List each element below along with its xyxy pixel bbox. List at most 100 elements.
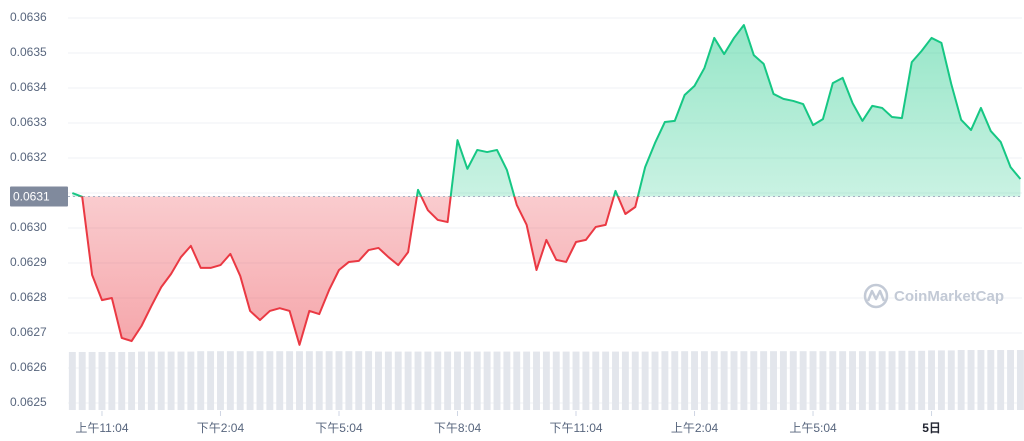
volume-bar <box>88 351 96 410</box>
volume-bar <box>276 351 284 410</box>
volume-bar <box>118 351 126 410</box>
volume-bar <box>355 351 363 410</box>
volume-bar <box>661 351 669 410</box>
volume-bar <box>720 351 728 410</box>
area-down <box>72 196 1021 345</box>
volume-bar <box>394 351 402 410</box>
volume-bar <box>325 351 333 410</box>
volume-bar <box>918 350 926 410</box>
volume-bar <box>849 351 856 410</box>
y-tick-label: 0.0625 <box>10 395 47 409</box>
volume-bar <box>108 351 116 410</box>
volume-bar <box>641 351 649 410</box>
x-tick-label: 上午5:04 <box>789 421 837 435</box>
volume-bar <box>266 351 274 410</box>
volume <box>68 350 1024 410</box>
volume-bar <box>493 351 501 410</box>
volume-bar <box>217 351 224 410</box>
volume-bar <box>404 351 412 410</box>
volume-bar <box>592 351 600 410</box>
volume-bar <box>957 350 965 410</box>
volume-bar <box>612 351 619 410</box>
axes: 0.0625 0.0626 0.0627 0.0628 0.0629 0.0630 0.06… <box>10 10 941 435</box>
x-tick-label: 上午2:04 <box>671 421 719 435</box>
volume-bar <box>602 351 610 410</box>
volume-bar <box>147 351 155 410</box>
volume-bar <box>167 351 175 410</box>
volume-bar <box>384 351 392 410</box>
volume-bar <box>463 351 471 410</box>
plot <box>68 24 1022 346</box>
volume-bar <box>819 351 827 410</box>
y-tick-label: 0.0628 <box>10 290 47 304</box>
volume-bar <box>236 351 244 410</box>
volume-bar <box>483 351 491 410</box>
volume-bar <box>730 351 738 410</box>
y-tick-label: 0.0633 <box>10 115 47 129</box>
volume-bar <box>473 351 481 410</box>
volume-bar <box>799 351 807 410</box>
price-line-up <box>71 24 1022 197</box>
x-tick-label: 下午11:04 <box>549 421 602 435</box>
volume-bar <box>572 351 580 410</box>
reference-label-box <box>10 186 68 207</box>
volume-bar <box>315 351 323 410</box>
volume-bar <box>977 350 985 410</box>
area-up <box>72 25 1021 197</box>
volume-bar <box>967 350 975 410</box>
volume-bar <box>365 351 373 410</box>
volume-bar <box>434 351 442 410</box>
volume-bar <box>138 351 145 410</box>
reference-label: 0.0631 <box>13 190 50 204</box>
volume-bar <box>898 350 906 410</box>
volume-bar <box>286 351 294 410</box>
volume-bar <box>1007 350 1015 410</box>
volume-bar <box>997 350 1005 410</box>
volume-bar <box>207 351 215 410</box>
volume-bar <box>375 351 382 410</box>
y-tick-label: 0.0634 <box>10 80 47 94</box>
volume-bar <box>345 351 353 410</box>
volume-bar <box>789 351 797 410</box>
volume-bar <box>888 351 896 410</box>
volume-bar <box>414 351 422 410</box>
volume-bar <box>858 351 866 410</box>
y-tick-label: 0.0627 <box>10 325 47 339</box>
volume-bar <box>750 351 758 410</box>
volume-bar <box>691 351 698 410</box>
price-line-down <box>78 196 639 346</box>
volume-bar <box>937 350 945 410</box>
volume-bar <box>621 351 629 410</box>
volume-bar <box>157 351 165 410</box>
volume-bar <box>78 351 86 410</box>
volume-bar <box>987 350 995 410</box>
volume-bar <box>839 351 847 410</box>
volume-bar <box>256 351 264 410</box>
volume-bar <box>523 351 531 410</box>
volume-bar <box>700 351 708 410</box>
volume-bar <box>582 351 590 410</box>
volume-bar <box>760 351 768 410</box>
volume-bar <box>740 351 748 410</box>
watermark-text: CoinMarketCap <box>894 288 1004 305</box>
watermark: CoinMarketCap <box>863 283 1004 309</box>
volume-bar <box>177 351 185 410</box>
y-tick-label: 0.0626 <box>10 360 47 374</box>
volume-bar <box>98 351 106 410</box>
volume-bar <box>296 351 303 410</box>
volume-bar <box>335 351 343 410</box>
volume-bar <box>878 351 886 410</box>
volume-bar <box>809 351 817 410</box>
volume-bar <box>908 350 916 410</box>
volume-bar <box>128 351 136 410</box>
y-tick-label: 0.0632 <box>10 150 47 164</box>
y-tick-label: 0.0629 <box>10 255 47 269</box>
volume-bar <box>779 351 787 410</box>
volume-bar <box>197 351 205 410</box>
volume-bar <box>671 351 679 410</box>
volume-bar <box>226 351 234 410</box>
volume-bar <box>68 351 76 410</box>
volume-bar <box>562 351 570 410</box>
y-tick-label: 0.0630 <box>10 220 47 234</box>
